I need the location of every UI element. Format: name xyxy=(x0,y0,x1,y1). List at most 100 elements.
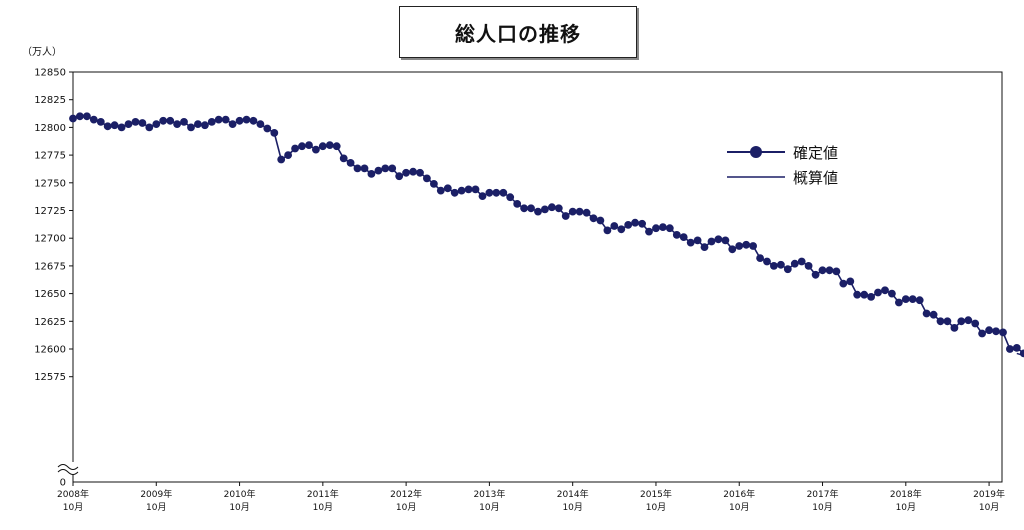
data-point xyxy=(402,168,410,177)
data-point xyxy=(207,118,216,126)
data-point xyxy=(624,221,633,229)
data-point xyxy=(69,114,77,123)
data-point xyxy=(284,151,292,160)
data-point xyxy=(881,286,889,295)
data-point xyxy=(638,219,646,228)
x-tick-month: 10月 xyxy=(729,502,749,513)
x-tick-year: 2017年 xyxy=(807,488,839,500)
data-point xyxy=(867,293,875,301)
y-tick-label: 12825 xyxy=(34,95,66,106)
data-point xyxy=(749,242,757,250)
x-tick-month: 10月 xyxy=(479,502,499,513)
data-point xyxy=(187,123,195,132)
data-point xyxy=(312,145,320,154)
y-tick-label: 12775 xyxy=(34,151,66,162)
data-point xyxy=(922,309,931,318)
data-point xyxy=(513,200,522,208)
data-point xyxy=(388,164,397,173)
data-point xyxy=(263,124,272,133)
data-point xyxy=(596,216,605,225)
data-point xyxy=(548,203,556,212)
data-point xyxy=(381,164,390,173)
data-point xyxy=(672,231,681,239)
data-point xyxy=(915,296,924,305)
data-point xyxy=(138,119,147,127)
y-tick-label: 12575 xyxy=(34,372,66,383)
data-point xyxy=(103,122,112,131)
data-point xyxy=(728,245,737,254)
data-point xyxy=(277,155,286,164)
data-point xyxy=(665,224,674,233)
y-tick-label: 12725 xyxy=(34,206,66,217)
plot-area xyxy=(72,71,1003,483)
data-point xyxy=(374,166,383,175)
data-point xyxy=(305,141,313,150)
data-point xyxy=(180,118,188,126)
data-point xyxy=(700,243,709,252)
legend: 確定値 概算値 xyxy=(727,144,838,187)
data-point xyxy=(707,237,716,246)
data-point xyxy=(575,207,584,216)
data-point xyxy=(901,295,910,303)
data-point xyxy=(110,121,119,130)
data-point xyxy=(554,204,563,213)
data-point xyxy=(214,115,223,124)
data-point xyxy=(436,186,445,195)
data-point xyxy=(450,188,459,197)
data-point xyxy=(520,204,528,213)
data-point xyxy=(166,116,175,125)
data-point xyxy=(756,254,764,262)
legend-label-confirmed: 確定値 xyxy=(793,144,838,162)
data-point xyxy=(423,174,431,183)
data-point xyxy=(714,235,723,244)
y-tick-label: 12650 xyxy=(34,289,66,300)
y-axis-ticks: 12850 12825 12800 12775 12750 12725 12700 12675… xyxy=(34,68,73,489)
data-point xyxy=(117,123,126,132)
data-point xyxy=(790,259,799,268)
x-tick-year: 2011年 xyxy=(307,488,339,500)
data-point xyxy=(721,236,730,245)
data-point xyxy=(853,290,862,299)
y-tick-label: 12625 xyxy=(34,317,66,328)
data-point xyxy=(908,295,917,303)
data-point xyxy=(367,170,376,178)
x-tick-year: 2014年 xyxy=(557,488,589,500)
data-point xyxy=(527,204,535,213)
data-point xyxy=(201,121,209,130)
data-point xyxy=(159,116,168,125)
y-tick-label: 12600 xyxy=(34,345,66,356)
x-tick-year: 2012年 xyxy=(390,488,422,500)
data-point xyxy=(582,208,591,217)
data-point xyxy=(679,233,688,242)
data-point xyxy=(457,186,466,195)
data-point xyxy=(971,319,980,328)
data-point xyxy=(818,266,827,275)
data-point xyxy=(874,288,882,297)
x-tick-year: 2008年 xyxy=(57,488,89,500)
data-point xyxy=(832,267,841,276)
data-point xyxy=(1006,345,1014,353)
title-box: 総人口の推移 xyxy=(399,6,637,58)
y-tick-label: 12800 xyxy=(34,123,66,134)
data-point xyxy=(534,207,542,216)
x-axis-ticks: 2008年 10月 2009年 10月 2010年 10月 2011年 10月 2012年 10月… xyxy=(57,482,1005,513)
data-point xyxy=(950,324,959,332)
data-point xyxy=(645,227,653,236)
x-tick-month: 10月 xyxy=(646,502,666,513)
data-point xyxy=(89,115,98,124)
x-tick-month: 10月 xyxy=(979,502,999,513)
data-point xyxy=(652,224,660,233)
data-point xyxy=(430,180,438,188)
data-point xyxy=(298,142,306,151)
data-point xyxy=(346,159,355,167)
data-point xyxy=(492,188,501,197)
data-point xyxy=(96,118,105,126)
x-tick-year: 2010年 xyxy=(224,488,256,500)
data-point xyxy=(888,289,896,298)
data-point xyxy=(811,270,820,279)
data-point xyxy=(541,205,549,214)
x-tick-month: 10月 xyxy=(146,502,166,513)
data-point xyxy=(742,240,751,249)
data-point xyxy=(325,141,334,150)
x-tick-year: 2013年 xyxy=(473,488,505,500)
